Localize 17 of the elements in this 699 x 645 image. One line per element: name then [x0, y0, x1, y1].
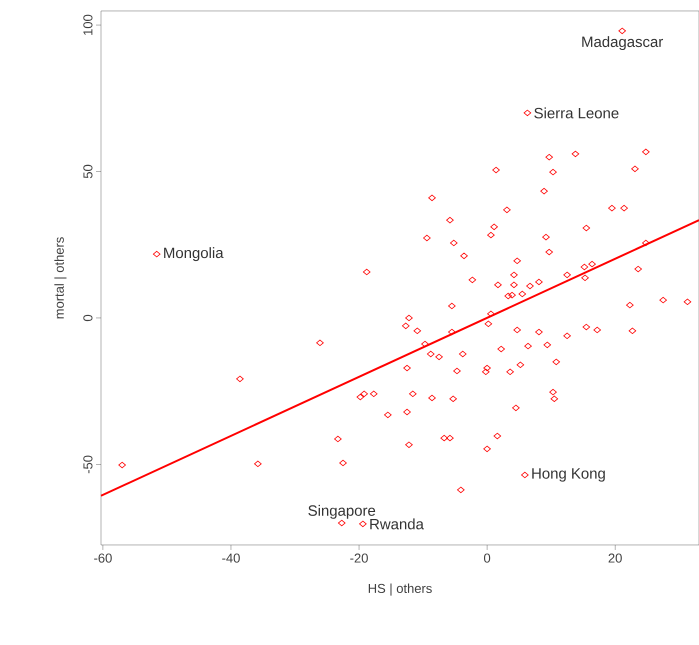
x-axis-title: HS | others [368, 584, 432, 596]
y-tick-label: 0 [83, 314, 92, 322]
annotation: Sierra Leone [534, 107, 618, 118]
annotation: Mongolia [164, 247, 224, 262]
x-tick-label: 0 [484, 554, 490, 563]
x-tick-label: -20 [350, 554, 368, 563]
x-tick-label: 20 [608, 554, 622, 563]
x-tick-label: -40 [222, 554, 240, 563]
annotation: Madagascar [582, 36, 664, 50]
y-tick-label: -50 [83, 456, 92, 474]
y-tick-label: 50 [83, 164, 92, 178]
annotation: Singapore [308, 504, 376, 519]
y-tick-label: 100 [83, 14, 92, 35]
annotation: Hong Kong [532, 468, 605, 482]
y-axis-title: mortal | others [54, 237, 66, 318]
annotation: Rwanda [370, 518, 424, 530]
x-tick-label: -60 [94, 554, 112, 563]
